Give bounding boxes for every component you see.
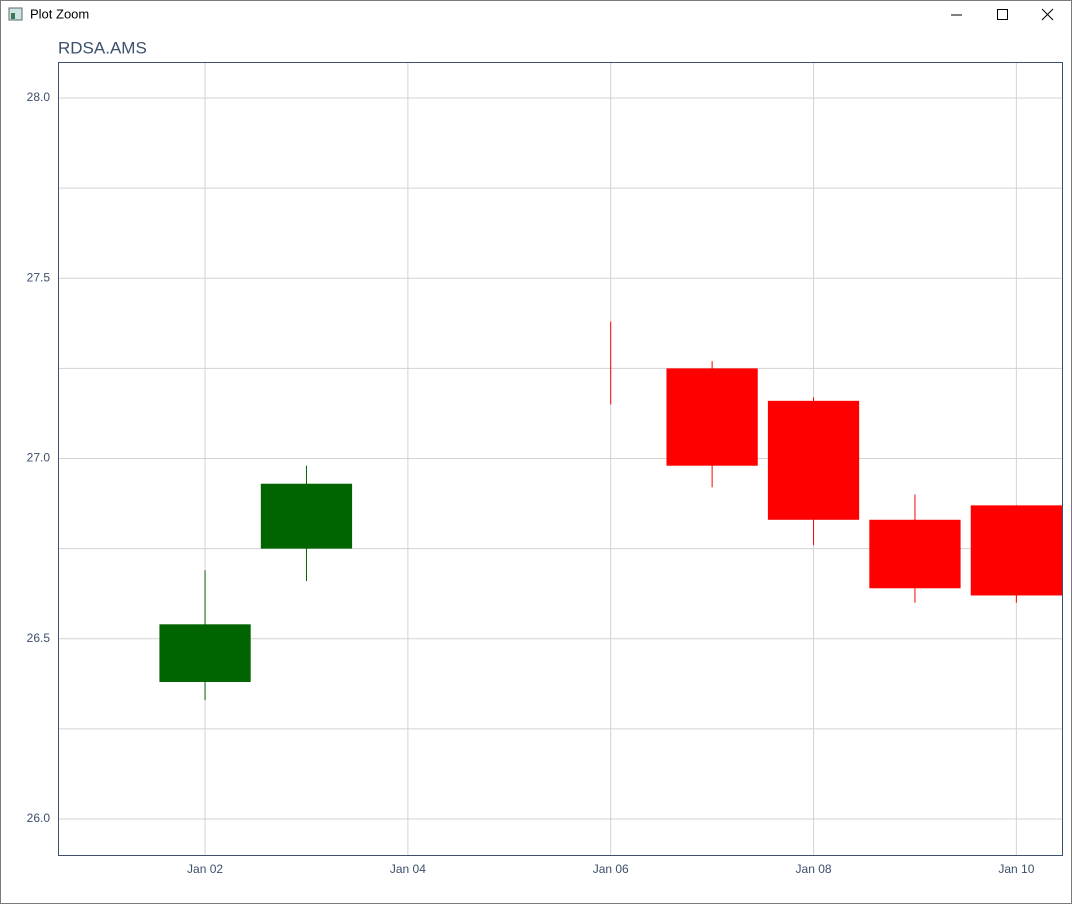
x-tick-label: Jan 06	[593, 862, 629, 876]
chart-title: RDSA.AMS	[58, 38, 147, 57]
y-tick-label: 26.5	[27, 631, 51, 645]
x-tick-label: Jan 04	[390, 862, 426, 876]
y-tick-label: 27.5	[27, 270, 51, 284]
candle-body	[666, 368, 758, 466]
y-tick-label: 28.0	[27, 90, 51, 104]
plot-border	[58, 62, 1063, 856]
close-button[interactable]	[1041, 8, 1054, 21]
y-tick-label: 26.0	[27, 811, 51, 825]
app-icon-bar	[11, 13, 15, 19]
app-icon	[8, 7, 23, 21]
x-tick-label: Jan 02	[187, 862, 223, 876]
tick-labels: 26.0 26.5 27.0 27.5 28.0 Jan 02 Jan 04 Jan 06 Ja…	[27, 90, 1035, 876]
candle-body	[767, 400, 860, 520]
candle-body	[260, 483, 353, 549]
title-bar: Plot Zoom	[8, 6, 1054, 21]
window-title: Plot Zoom	[30, 6, 89, 21]
candle-body	[869, 519, 961, 589]
y-tick-label: 27.0	[27, 451, 51, 465]
candle-body	[970, 505, 1062, 596]
x-tick-label: Jan 10	[998, 862, 1034, 876]
maximize-button[interactable]	[997, 9, 1008, 20]
candle-body	[159, 624, 251, 682]
x-tick-label: Jan 08	[796, 862, 832, 876]
candles	[159, 321, 1062, 701]
